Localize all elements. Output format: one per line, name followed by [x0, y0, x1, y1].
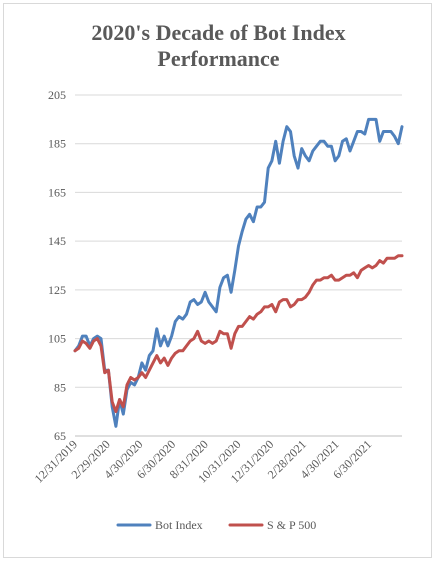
y-tick-label: 125	[48, 283, 66, 297]
legend: Bot Index S & P 500	[116, 518, 316, 532]
y-tick-label: 85	[54, 380, 66, 394]
chart-title: 2020's Decade of Bot Index Performance	[91, 20, 346, 71]
x-tick-label: 12/31/2019	[32, 437, 81, 486]
legend-label: S & P 500	[267, 518, 316, 532]
y-tick-label: 165	[48, 185, 66, 199]
y-tick-label: 65	[54, 429, 66, 443]
y-axis-ticks: 65 85 105 125 145 165 185 205	[48, 88, 66, 443]
y-tick-label: 145	[48, 234, 66, 248]
series-line-1	[73, 254, 404, 414]
y-tick-label: 185	[48, 137, 66, 151]
series-line-0	[73, 117, 404, 428]
y-tick-label: 205	[48, 88, 66, 102]
series-lines	[73, 117, 404, 428]
x-axis-ticks: 12/31/20192/29/20204/30/20206/30/20208/3…	[32, 437, 375, 486]
legend-label: Bot Index	[155, 518, 203, 532]
y-tick-label: 105	[48, 332, 66, 346]
